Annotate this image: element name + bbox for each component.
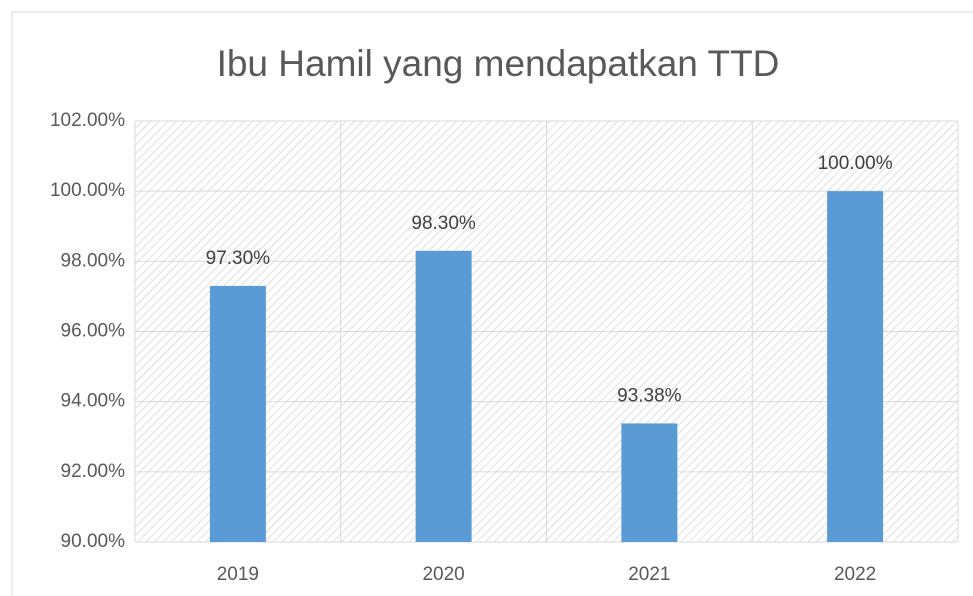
x-tick-label: 2020 (422, 564, 464, 585)
bar (621, 423, 678, 542)
x-tick-label: 2021 (628, 564, 670, 585)
y-tick-label: 92.00% (61, 461, 126, 482)
y-tick-label: 100.00% (50, 180, 125, 201)
bar (827, 191, 884, 542)
data-label: 98.30% (411, 213, 476, 234)
y-tick-label: 90.00% (61, 531, 126, 552)
data-label: 93.38% (617, 385, 682, 406)
y-tick-label: 96.00% (61, 321, 126, 342)
data-label: 97.30% (206, 248, 271, 269)
chart-title: Ibu Hamil yang mendapatkan TTD (217, 43, 780, 84)
bar (415, 250, 472, 542)
bar (209, 285, 266, 542)
x-tick-label: 2022 (834, 564, 876, 585)
data-label: 100.00% (818, 153, 893, 174)
x-tick-label: 2019 (217, 564, 259, 585)
y-tick-label: 94.00% (61, 391, 126, 412)
y-tick-label: 98.00% (61, 250, 126, 271)
y-tick-label: 102.00% (50, 110, 125, 131)
